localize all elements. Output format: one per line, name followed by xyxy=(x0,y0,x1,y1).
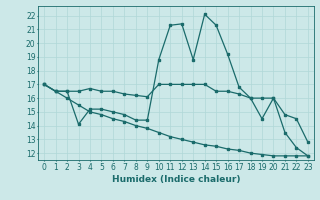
X-axis label: Humidex (Indice chaleur): Humidex (Indice chaleur) xyxy=(112,175,240,184)
